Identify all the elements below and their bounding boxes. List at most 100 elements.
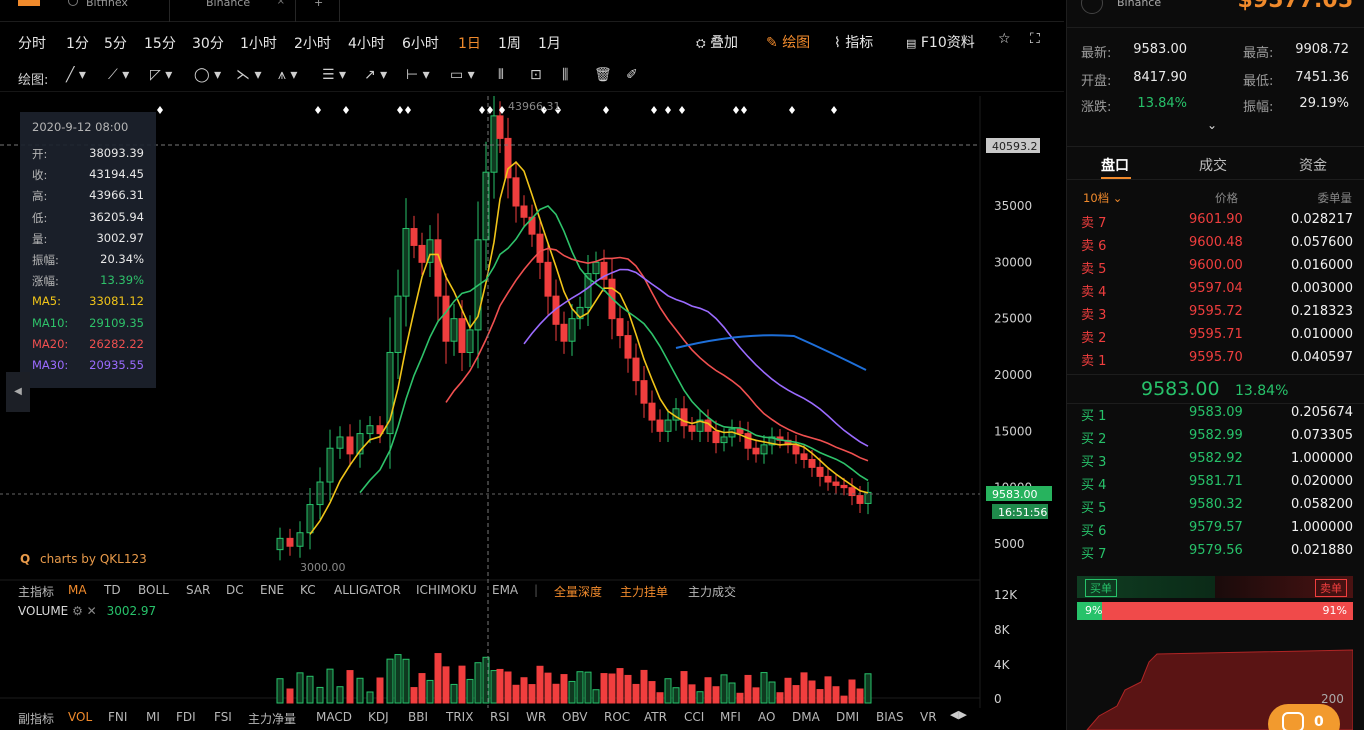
candlestick-chart[interactable]: 350003000025000200001500010000500012K8K4…: [0, 96, 1064, 708]
candle[interactable]: [848, 487, 856, 497]
comment-tool-icon[interactable]: ▭ ▾: [450, 67, 475, 83]
candle[interactable]: [402, 228, 410, 297]
candle[interactable]: [450, 318, 458, 342]
fullscreen-icon[interactable]: ⛶: [1030, 31, 1040, 47]
candle[interactable]: [418, 244, 426, 263]
ray-tool-icon[interactable]: ⟋ ▾: [108, 67, 130, 83]
main-indicator-5[interactable]: DC: [226, 583, 244, 597]
main-indicator-3[interactable]: BOLL: [138, 583, 169, 597]
channel-tool-icon[interactable]: ◸ ▾: [150, 67, 173, 83]
event-marker-icon[interactable]: [487, 106, 493, 114]
timeframe-4[interactable]: 30分: [192, 36, 224, 52]
candle[interactable]: [276, 537, 284, 551]
sub-indicator-7[interactable]: MACD: [316, 710, 352, 724]
sub-indicator-10[interactable]: TRIX: [446, 710, 474, 724]
candle[interactable]: [316, 481, 324, 506]
main-indicator-13[interactable]: 主力挂单: [620, 585, 669, 599]
sub-indicator-9[interactable]: BBI: [408, 710, 429, 724]
candle[interactable]: [306, 504, 314, 534]
candle[interactable]: [656, 419, 664, 432]
candle[interactable]: [624, 335, 632, 359]
candle[interactable]: [286, 537, 294, 547]
candle[interactable]: [568, 318, 576, 342]
event-marker-icon[interactable]: [651, 106, 657, 114]
candle[interactable]: [600, 261, 608, 280]
sub-indicator-17[interactable]: MFI: [720, 710, 741, 724]
candle[interactable]: [442, 295, 450, 342]
main-indicator-10[interactable]: EMA: [492, 583, 519, 597]
candle[interactable]: [616, 318, 624, 337]
chat-button[interactable]: 0: [1268, 704, 1340, 730]
candle[interactable]: [496, 115, 504, 139]
candle[interactable]: [800, 453, 808, 461]
timeframe-6[interactable]: 2小时: [294, 36, 331, 52]
candle[interactable]: [720, 436, 728, 444]
sub-indicator-3[interactable]: MI: [146, 710, 160, 724]
tab-orderbook[interactable]: 盘口: [1101, 158, 1129, 174]
candle[interactable]: [336, 436, 344, 449]
ask-row[interactable]: 卖 6 9600.48 0.057600: [1067, 235, 1364, 257]
event-marker-icon[interactable]: [665, 106, 671, 114]
candle[interactable]: [816, 466, 824, 477]
trash-icon[interactable]: 🗑: [594, 67, 612, 83]
timeframe-1[interactable]: 1分: [66, 36, 89, 52]
candle[interactable]: [824, 475, 832, 483]
candle[interactable]: [792, 444, 800, 455]
timeframe-7[interactable]: 4小时: [348, 36, 385, 52]
sub-indicator-11[interactable]: RSI: [490, 710, 510, 724]
event-marker-icon[interactable]: [831, 106, 837, 114]
event-marker-icon[interactable]: [343, 106, 349, 114]
sub-indicator-12[interactable]: WR: [526, 710, 547, 724]
measure-tool-icon[interactable]: ⊢ ▾: [406, 67, 430, 83]
candle[interactable]: [544, 261, 552, 297]
event-marker-icon[interactable]: [397, 106, 403, 114]
candle[interactable]: [426, 239, 434, 263]
ask-row[interactable]: 卖 1 9595.70 0.040597: [1067, 350, 1364, 372]
candle[interactable]: [744, 433, 752, 449]
candle[interactable]: [356, 433, 364, 455]
timeframe-0[interactable]: 分时: [18, 36, 46, 52]
candle[interactable]: [632, 357, 640, 382]
eraser-icon[interactable]: ✐: [626, 67, 638, 83]
candle[interactable]: [552, 295, 560, 325]
close-icon[interactable]: ×: [276, 0, 285, 7]
bid-row[interactable]: 买 4 9581.71 0.020000: [1067, 474, 1364, 496]
candle[interactable]: [808, 459, 816, 468]
tab-funds[interactable]: 资金: [1299, 158, 1327, 174]
candle[interactable]: [512, 177, 520, 207]
event-marker-icon[interactable]: [315, 106, 321, 114]
candle[interactable]: [410, 228, 418, 246]
candle[interactable]: [366, 425, 374, 435]
close-icon[interactable]: ✕: [86, 604, 97, 618]
bid-row[interactable]: 买 6 9579.57 1.000000: [1067, 520, 1364, 542]
sub-indicator-19[interactable]: DMA: [792, 710, 820, 724]
timeframe-3[interactable]: 15分: [144, 36, 176, 52]
sub-indicator-8[interactable]: KDJ: [368, 710, 389, 724]
sub-indicator-13[interactable]: OBV: [562, 710, 588, 724]
bar-mark-icon[interactable]: ⫴: [498, 67, 504, 83]
fork-tool-icon[interactable]: ⋋ ▾: [236, 67, 262, 83]
timeframe-10[interactable]: 1周: [498, 36, 521, 52]
timeframe-9[interactable]: 1日: [458, 36, 481, 52]
event-marker-icon[interactable]: [789, 106, 795, 114]
main-indicator-6[interactable]: ENE: [260, 583, 285, 597]
ask-row[interactable]: 卖 7 9601.90 0.028217: [1067, 212, 1364, 234]
sub-indicator-18[interactable]: AO: [758, 710, 776, 724]
event-marker-icon[interactable]: [405, 106, 411, 114]
candle[interactable]: [736, 428, 744, 435]
sub-indicator-5[interactable]: FSI: [214, 710, 232, 724]
main-indicator-2[interactable]: TD: [104, 583, 121, 597]
collapse-left-icon[interactable]: ◀: [6, 372, 30, 412]
candle[interactable]: [386, 351, 394, 435]
candle[interactable]: [346, 436, 354, 455]
bid-row[interactable]: 买 5 9580.32 0.058200: [1067, 497, 1364, 519]
candle[interactable]: [504, 137, 512, 179]
candle[interactable]: [296, 532, 304, 547]
timeframe-5[interactable]: 1小时: [240, 36, 277, 52]
candle[interactable]: [856, 495, 864, 504]
bid-row[interactable]: 买 2 9582.99 0.073305: [1067, 428, 1364, 450]
ask-row[interactable]: 卖 3 9595.72 0.218323: [1067, 304, 1364, 326]
candle[interactable]: [760, 444, 768, 455]
event-marker-icon[interactable]: [541, 106, 547, 114]
candle[interactable]: [466, 329, 474, 353]
